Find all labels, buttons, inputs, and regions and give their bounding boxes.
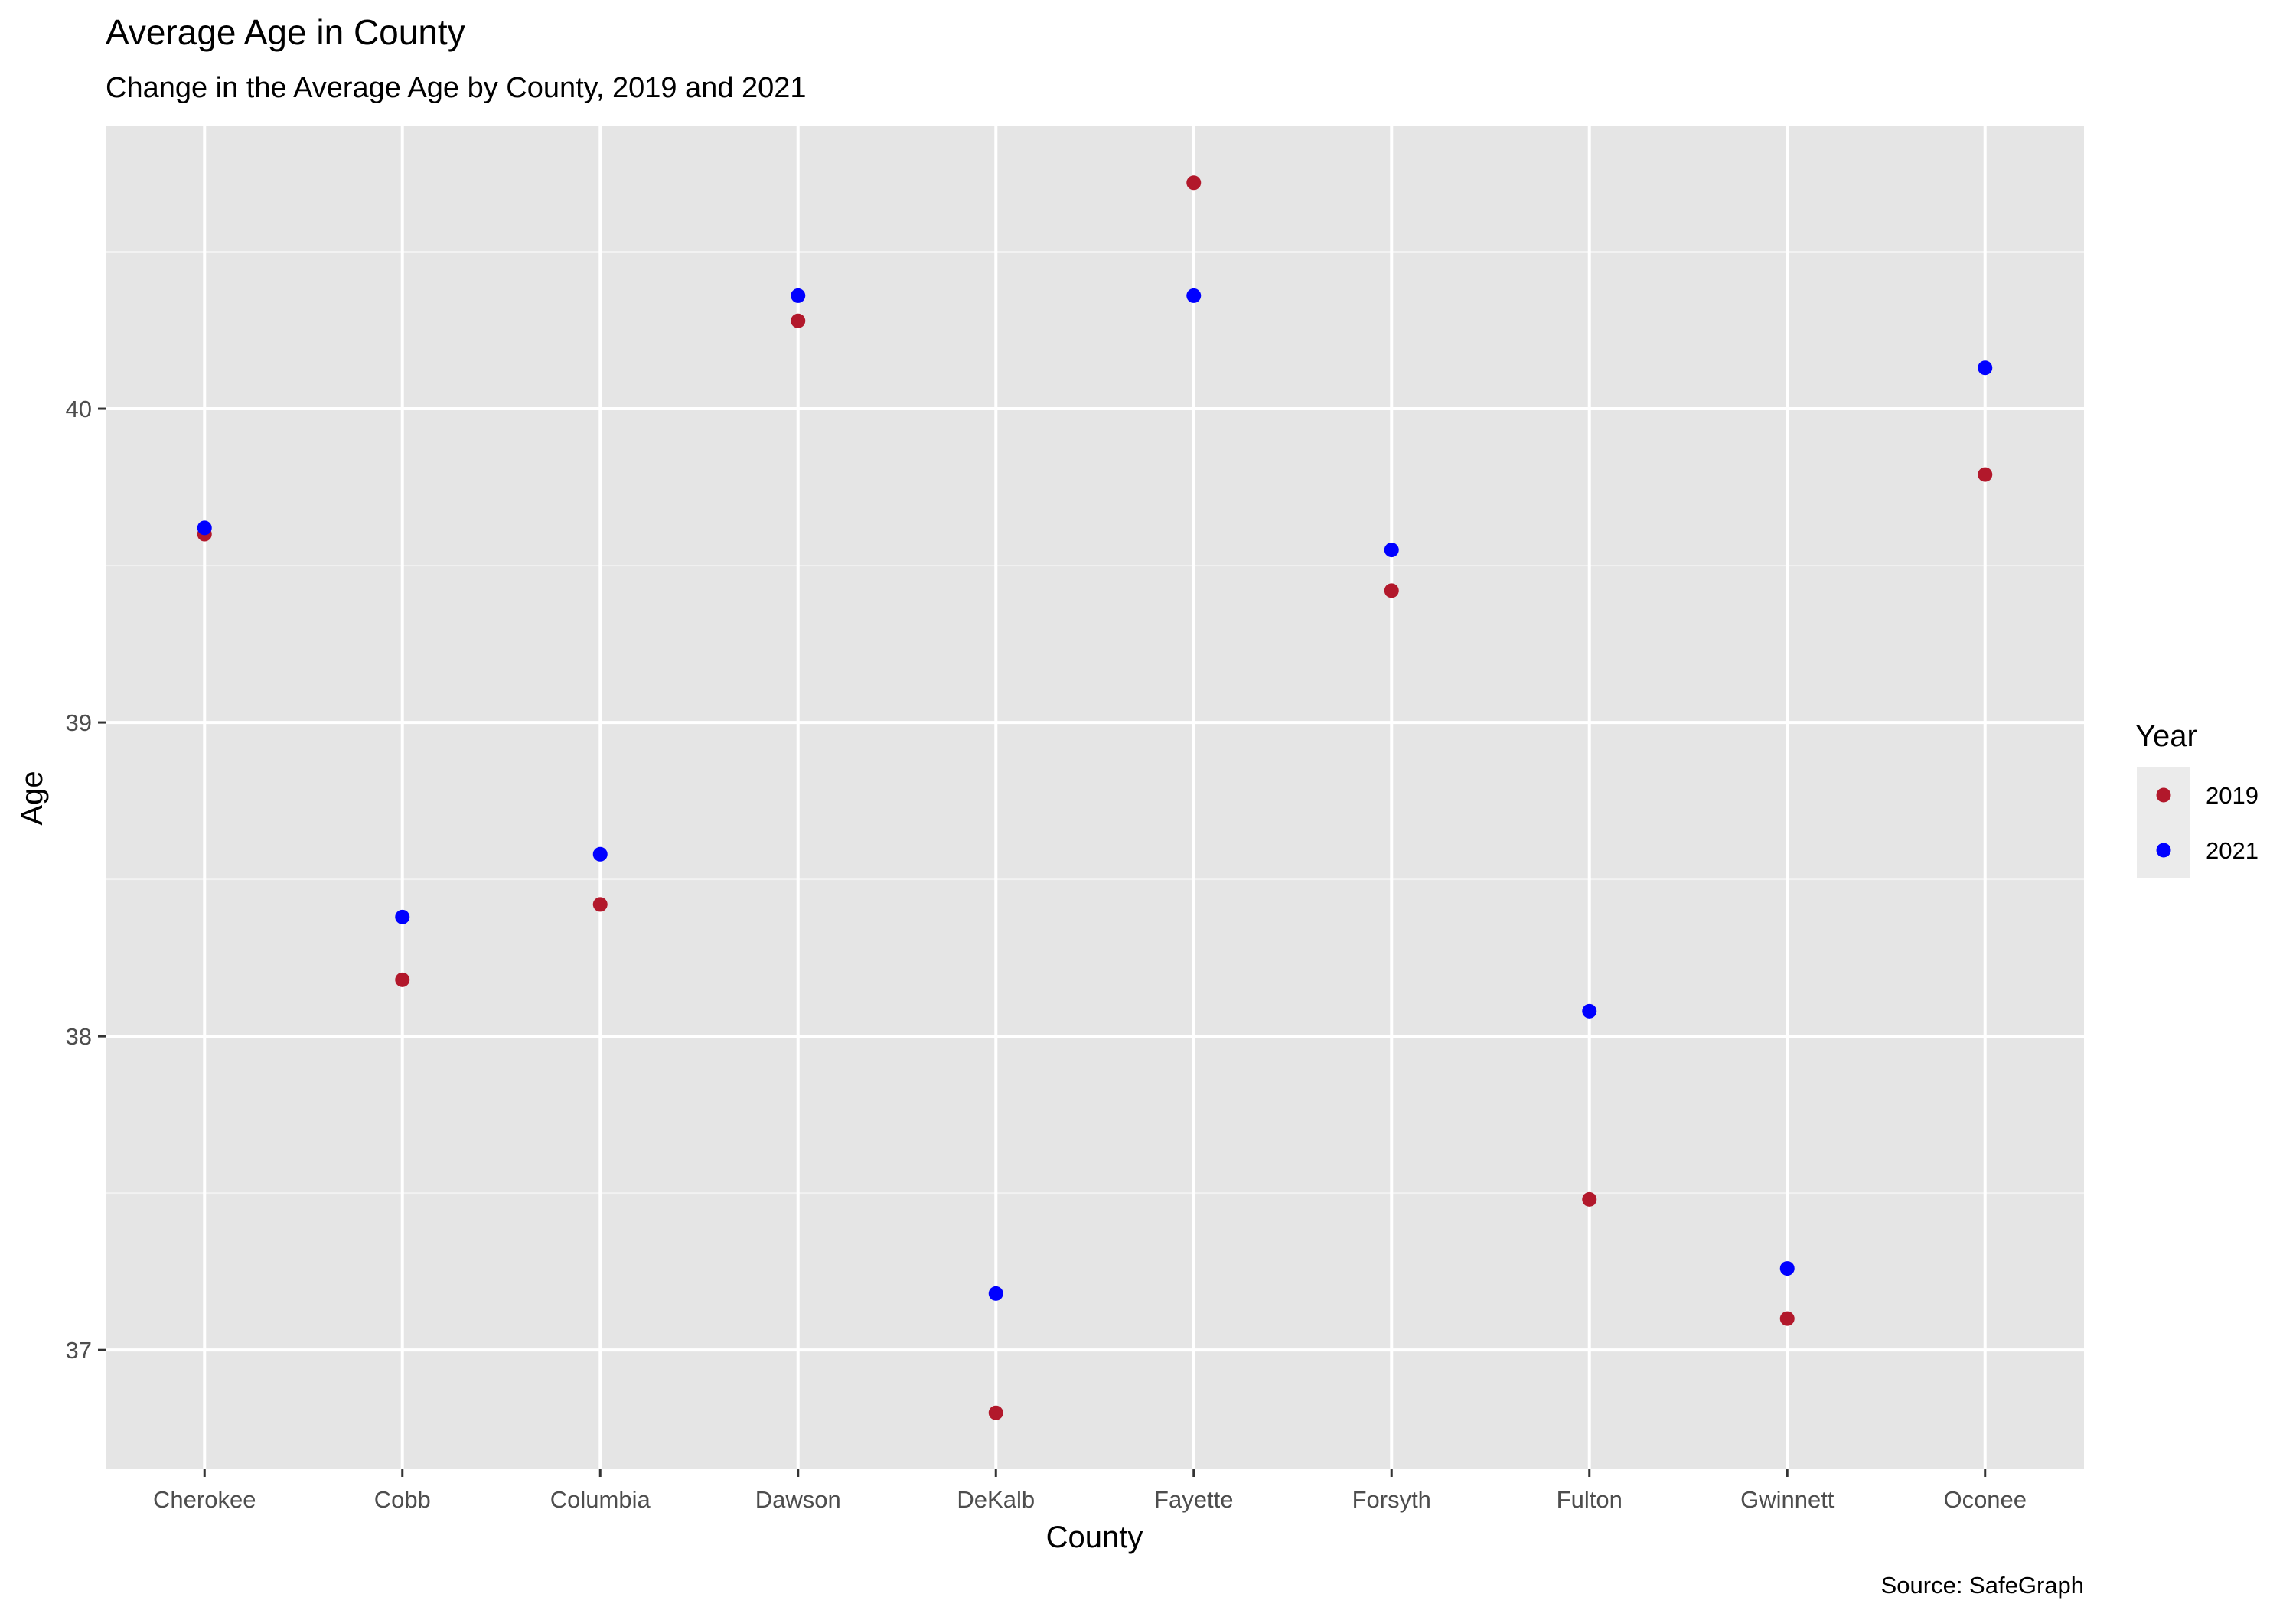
x-tick-label: Cobb — [374, 1486, 431, 1513]
point-2021-gwinnett — [1779, 1261, 1795, 1276]
x-tick-label: Cherokee — [153, 1486, 256, 1513]
x-axis-title: County — [1046, 1521, 1143, 1554]
y-axis-ticks: 37 38 39 40 — [66, 396, 106, 1364]
y-tick-label: 40 — [66, 396, 92, 422]
point-2021-dawson — [791, 288, 806, 303]
legend-title: Year — [2135, 719, 2197, 753]
point-2021-oconee — [1978, 360, 1993, 376]
x-tick-label: Dawson — [755, 1486, 841, 1513]
point-2019-forsyth — [1384, 583, 1399, 598]
chart-caption: Source: SafeGraph — [1881, 1572, 2084, 1599]
x-tick-label: Oconee — [1943, 1486, 2027, 1513]
legend-key-background — [2137, 767, 2190, 878]
point-2021-forsyth — [1384, 543, 1399, 558]
data-points — [197, 175, 1993, 1420]
point-2019-cobb — [395, 972, 410, 987]
legend-items: 2019 2021 — [2156, 782, 2258, 864]
y-tick-label: 39 — [66, 709, 92, 736]
legend-label-2021: 2021 — [2206, 837, 2258, 864]
legend-label-2019: 2019 — [2206, 782, 2258, 809]
point-2021-fayette — [1186, 288, 1202, 303]
x-tick-label: Forsyth — [1352, 1486, 1431, 1513]
legend-key-2021 — [2156, 843, 2171, 858]
point-2019-gwinnett — [1779, 1311, 1795, 1326]
chart-subtitle: Change in the Average Age by County, 201… — [106, 72, 807, 104]
point-2019-dawson — [791, 313, 806, 328]
point-2019-oconee — [1978, 467, 1993, 482]
point-2021-cobb — [395, 909, 410, 924]
y-axis-title: Age — [15, 771, 49, 825]
legend-key-2019 — [2156, 787, 2171, 803]
x-tick-label: Fayette — [1154, 1486, 1233, 1513]
chart-title: Average Age in County — [106, 12, 465, 52]
x-tick-label: Columbia — [550, 1486, 651, 1513]
point-2019-fulton — [1582, 1191, 1597, 1207]
point-2021-cherokee — [197, 520, 212, 536]
x-tick-label: Gwinnett — [1740, 1486, 1835, 1513]
point-2021-fulton — [1582, 1003, 1597, 1019]
plot-panel — [106, 126, 2084, 1469]
x-tick-label: DeKalb — [957, 1486, 1035, 1513]
minor-gridlines — [106, 251, 2084, 1195]
y-tick-label: 37 — [66, 1337, 92, 1364]
legend: Year 2019 2021 — [2135, 719, 2258, 878]
point-2019-dekalb — [988, 1405, 1003, 1420]
x-axis-ticks: Cherokee Cobb Columbia Dawson DeKalb Fayette F… — [153, 1469, 2027, 1513]
point-2021-columbia — [592, 846, 608, 862]
major-gridlines — [106, 126, 2084, 1469]
point-2019-columbia — [592, 897, 608, 912]
y-tick-label: 38 — [66, 1023, 92, 1050]
point-2021-dekalb — [988, 1286, 1003, 1301]
point-2019-fayette — [1186, 175, 1202, 191]
x-tick-label: Fulton — [1557, 1486, 1623, 1513]
